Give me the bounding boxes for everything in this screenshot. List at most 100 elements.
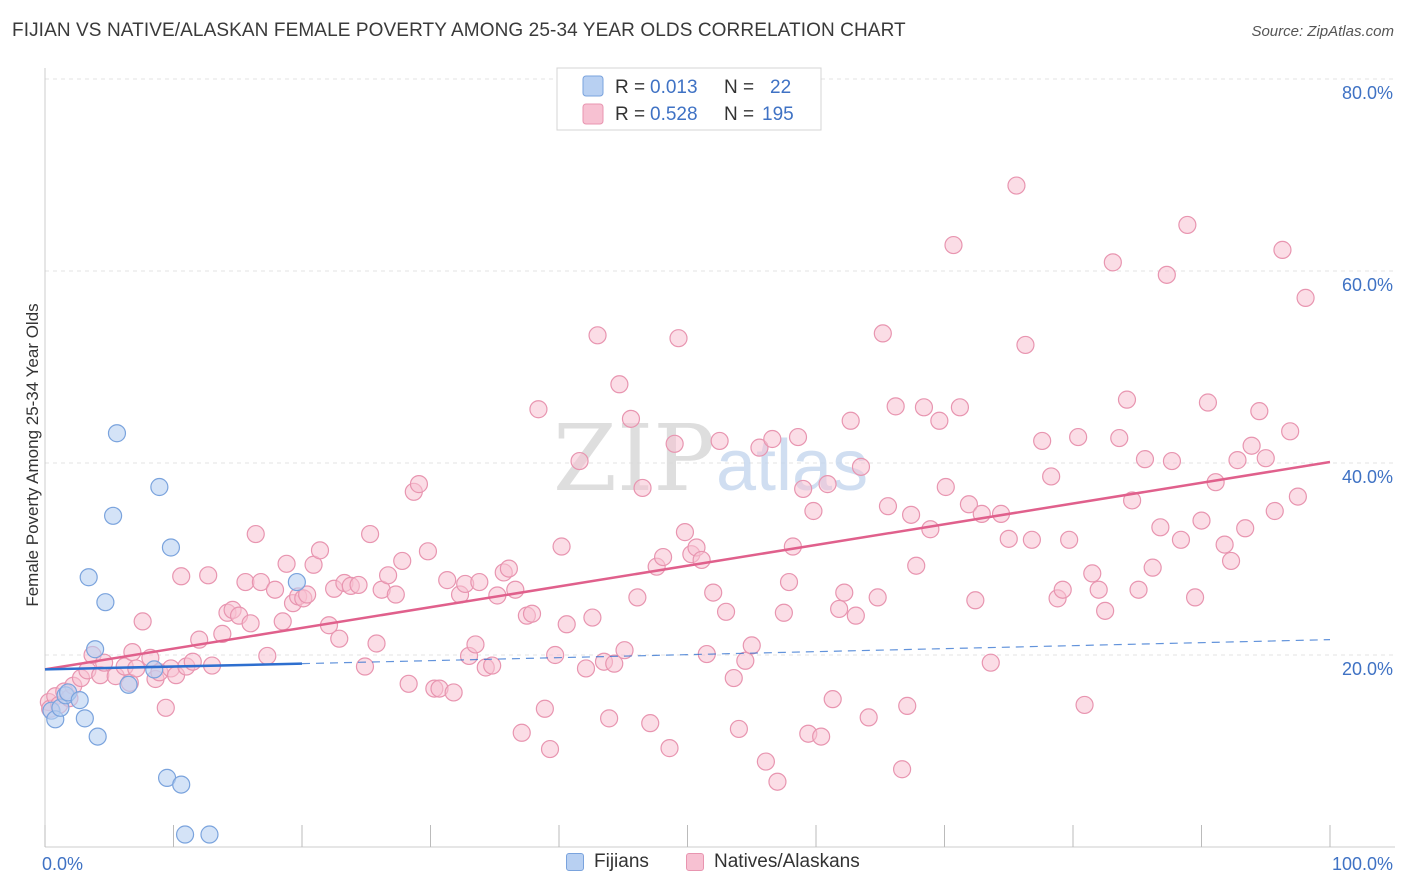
natives-point-168	[1075, 695, 1094, 715]
natives-point-99	[628, 588, 647, 607]
bottom-legend-natives: Natives/Alaskans	[686, 851, 860, 873]
natives-point-103	[653, 547, 673, 567]
fijians-point-10	[96, 593, 115, 612]
natives-point-67	[438, 571, 457, 590]
natives-point-78	[499, 559, 518, 578]
natives-point-152	[950, 398, 970, 417]
natives-point-114	[716, 602, 736, 621]
natives-point-100	[633, 478, 652, 498]
fijians-point-15	[150, 477, 169, 497]
natives-point-50	[330, 629, 349, 648]
natives-point-149	[930, 411, 949, 430]
natives-point-92	[588, 326, 607, 345]
natives-point-196	[1273, 240, 1292, 259]
natives-point-83	[529, 400, 548, 419]
natives-point-106	[669, 329, 688, 348]
natives-point-173	[1110, 428, 1129, 448]
legend-r-value-fijians: 0.013	[650, 77, 698, 98]
natives-point-116	[729, 719, 749, 739]
natives-point-189	[1221, 551, 1241, 571]
natives-point-191	[1236, 519, 1255, 538]
bottom-legend-swatch-fijians	[566, 853, 584, 871]
natives-point-160	[1016, 335, 1035, 355]
natives-point-132	[823, 690, 842, 709]
natives-point-96	[610, 375, 629, 394]
fijians-trend-dashed	[301, 639, 1331, 665]
natives-point-34	[236, 572, 255, 592]
natives-point-139	[868, 588, 887, 607]
fijians-point-7	[79, 568, 98, 587]
bottom-legend-label-natives: Natives/Alaskans	[714, 851, 860, 872]
bottom-legend-label-fijians: Fijians	[594, 851, 649, 872]
natives-point-192	[1242, 436, 1261, 455]
y-tick-labels: 20.0% 40.0% 60.0% 80.0%	[1342, 83, 1393, 679]
natives-point-197	[1281, 422, 1300, 441]
legend-r-label-fijians: R =	[615, 77, 645, 98]
natives-point-126	[788, 427, 808, 447]
x-tick-label-0: 0.0%	[42, 854, 83, 874]
natives-point-147	[914, 398, 934, 417]
natives-point-47	[310, 541, 330, 560]
natives-point-136	[846, 606, 865, 625]
fijians-point-12	[107, 424, 127, 443]
natives-point-133	[830, 599, 849, 619]
natives-point-182	[1171, 530, 1191, 549]
natives-point-86	[546, 645, 565, 665]
natives-point-144	[898, 696, 917, 715]
natives-point-183	[1178, 215, 1197, 235]
legend-n-label-natives: N =	[724, 104, 754, 125]
legend-r-label-natives: R =	[615, 104, 645, 125]
natives-point-178	[1143, 558, 1162, 577]
natives-point-72	[466, 635, 485, 654]
legend-n-value-fijians: 22	[770, 77, 791, 98]
natives-point-153	[959, 495, 979, 514]
natives-point-64	[418, 542, 438, 561]
legend-swatch-fijians	[582, 75, 604, 97]
axes	[44, 68, 1395, 848]
natives-point-120	[756, 752, 775, 771]
natives-point-142	[886, 397, 905, 416]
natives-point-68	[444, 683, 463, 702]
natives-point-110	[692, 550, 711, 570]
natives-point-176	[1129, 580, 1148, 599]
natives-point-172	[1103, 253, 1122, 272]
natives-point-161	[1022, 530, 1041, 549]
natives-point-137	[851, 457, 871, 476]
bottom-legend-fijians: Fijians	[566, 851, 649, 873]
natives-point-24	[172, 567, 191, 586]
fijians-point-9	[88, 727, 107, 746]
natives-point-84	[535, 699, 554, 718]
natives-point-107	[675, 523, 695, 542]
fijians-trend-solid	[44, 662, 303, 671]
natives-point-148	[921, 520, 940, 539]
natives-point-58	[378, 566, 398, 585]
natives-point-112	[704, 583, 723, 602]
natives-point-195	[1265, 501, 1284, 521]
natives-point-199	[1296, 288, 1315, 307]
natives-point-54	[355, 657, 375, 676]
legend-swatch-natives	[582, 103, 604, 125]
legend-n-value-natives: 195	[762, 104, 794, 125]
chart-title: FIJIAN VS NATIVE/ALASKAN FEMALE POVERTY …	[12, 20, 906, 41]
natives-point-123	[774, 603, 793, 622]
legend-r-value-natives: 0.528	[650, 104, 698, 125]
natives-point-60	[393, 551, 412, 571]
natives-point-145	[901, 505, 921, 524]
source-label: Source: ZipAtlas.com	[1251, 23, 1394, 40]
natives-point-159	[1007, 176, 1026, 195]
natives-point-118	[742, 636, 761, 655]
natives-point-26	[183, 652, 202, 671]
natives-point-138	[859, 708, 878, 727]
natives-point-188	[1215, 535, 1234, 554]
bottom-legend: Fijians Natives/Alaskans	[0, 851, 1406, 879]
natives-point-119	[750, 438, 769, 457]
grid	[45, 78, 1395, 656]
natives-point-15	[123, 643, 142, 662]
natives-point-90	[576, 659, 596, 678]
trend-lines	[44, 460, 1331, 671]
natives-point-75	[483, 656, 502, 675]
natives-point-105	[665, 434, 684, 453]
natives-point-169	[1083, 564, 1102, 583]
natives-point-35	[241, 614, 260, 633]
